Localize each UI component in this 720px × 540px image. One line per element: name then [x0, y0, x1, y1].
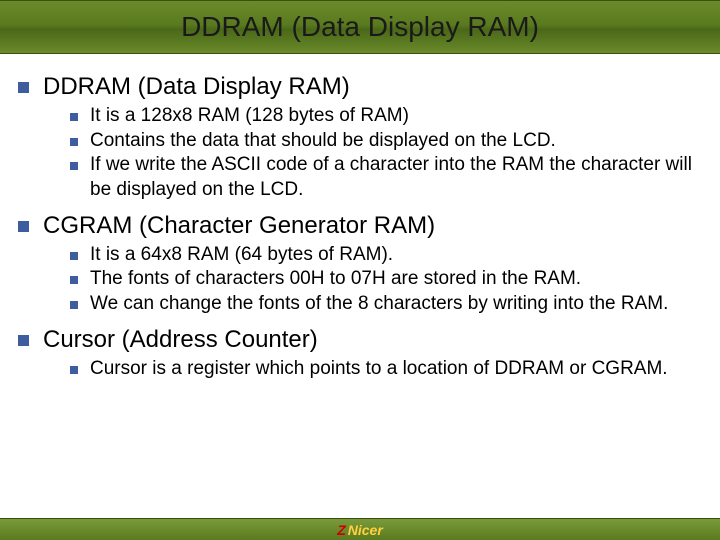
bullet-icon	[70, 162, 78, 170]
logo-z-text: Z	[337, 522, 346, 538]
bullet-icon	[18, 221, 29, 232]
slide-content: DDRAM (Data Display RAM) It is a 128x8 R…	[0, 54, 720, 382]
list-item: It is a 128x8 RAM (128 bytes of RAM)	[70, 104, 702, 129]
section-heading: DDRAM (Data Display RAM)	[18, 72, 702, 102]
heading-text: CGRAM (Character Generator RAM)	[43, 211, 435, 241]
heading-text: DDRAM (Data Display RAM)	[43, 72, 350, 102]
slide-title: DDRAM (Data Display RAM)	[181, 11, 539, 43]
list-item: Contains the data that should be display…	[70, 129, 702, 154]
section-items: It is a 128x8 RAM (128 bytes of RAM) Con…	[70, 104, 702, 203]
list-item: The fonts of characters 00H to 07H are s…	[70, 267, 702, 292]
bullet-icon	[70, 138, 78, 146]
bullet-icon	[70, 113, 78, 121]
bullet-icon	[70, 366, 78, 374]
section-heading: Cursor (Address Counter)	[18, 325, 702, 355]
item-text: Cursor is a register which points to a l…	[90, 357, 668, 382]
item-text: Contains the data that should be display…	[90, 129, 556, 154]
bullet-icon	[70, 276, 78, 284]
slide-footer: ZNicer	[0, 518, 720, 540]
footer-logo: ZNicer	[337, 522, 383, 538]
item-text: It is a 128x8 RAM (128 bytes of RAM)	[90, 104, 409, 129]
section-items: Cursor is a register which points to a l…	[70, 357, 702, 382]
list-item: It is a 64x8 RAM (64 bytes of RAM).	[70, 243, 702, 268]
logo-nicer-text: Nicer	[348, 522, 383, 538]
slide-title-bar: DDRAM (Data Display RAM)	[0, 0, 720, 54]
bullet-icon	[70, 301, 78, 309]
bullet-icon	[70, 252, 78, 260]
item-text: We can change the fonts of the 8 charact…	[90, 292, 668, 317]
list-item: If we write the ASCII code of a characte…	[70, 153, 702, 202]
section-heading: CGRAM (Character Generator RAM)	[18, 211, 702, 241]
item-text: It is a 64x8 RAM (64 bytes of RAM).	[90, 243, 393, 268]
bullet-icon	[18, 82, 29, 93]
list-item: Cursor is a register which points to a l…	[70, 357, 702, 382]
list-item: We can change the fonts of the 8 charact…	[70, 292, 702, 317]
section-items: It is a 64x8 RAM (64 bytes of RAM). The …	[70, 243, 702, 317]
heading-text: Cursor (Address Counter)	[43, 325, 318, 355]
item-text: If we write the ASCII code of a characte…	[90, 153, 702, 202]
bullet-icon	[18, 335, 29, 346]
item-text: The fonts of characters 00H to 07H are s…	[90, 267, 581, 292]
